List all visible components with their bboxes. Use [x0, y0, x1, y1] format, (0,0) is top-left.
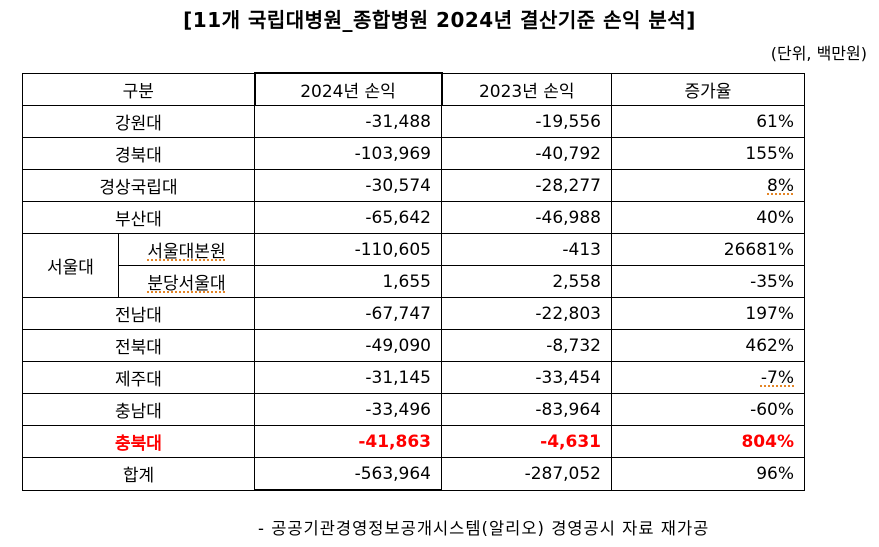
profit-2024: -49,090: [254, 329, 442, 362]
profit-loss-table: 구분 2024년 손익 2023년 손익 증가율 강원대 -31,488 -19…: [22, 72, 805, 491]
profit-2023: 2,558: [441, 265, 612, 298]
profit-2024-total: -563,964: [254, 457, 442, 491]
hospital-name: 전남대: [22, 297, 255, 330]
profit-2023: -46,988: [441, 201, 612, 234]
profit-2024: -65,642: [254, 201, 442, 234]
table-header-row: 구분 2024년 손익 2023년 손익 증가율: [22, 72, 805, 106]
hospital-name: 전북대: [22, 329, 255, 362]
hospital-name: 분당서울대: [147, 274, 226, 294]
growth-rate: -60%: [611, 393, 805, 426]
growth-rate: 804%: [611, 425, 805, 458]
table-row: 제주대 -31,145 -33,454 -7%: [22, 361, 805, 394]
table-row: 부산대 -65,642 -46,988 40%: [22, 201, 805, 234]
profit-2023: -33,454: [441, 361, 612, 394]
unit-label: (단위, 백만원): [770, 44, 867, 63]
profit-2024: -31,145: [254, 361, 442, 394]
source-note: - 공공기관경영정보공개시스템(알리오) 경영공시 자료 재가공: [258, 519, 710, 538]
growth-rate: 197%: [611, 297, 805, 330]
hospital-name: 부산대: [22, 201, 255, 234]
group-label-seoul: 서울대: [22, 233, 119, 298]
growth-rate: 26681%: [611, 233, 805, 266]
table-row: 강원대 -31,488 -19,556 61%: [22, 105, 805, 138]
table-row: 경북대 -103,969 -40,792 155%: [22, 137, 805, 170]
profit-2023: -413: [441, 233, 612, 266]
profit-2024: 1,655: [254, 265, 442, 298]
table-row: 서울대 서울대본원 -110,605 -413 26681%: [22, 233, 805, 298]
profit-2023: -8,732: [441, 329, 612, 362]
growth-rate: 40%: [611, 201, 805, 234]
hospital-name: 강원대: [22, 105, 255, 138]
hospital-name: 경상국립대: [22, 169, 255, 202]
profit-2023: -83,964: [441, 393, 612, 426]
table-row: 분당서울대 1,655 2,558 -35%: [23, 265, 805, 298]
profit-2023-total: -287,052: [441, 457, 612, 491]
profit-2023: -22,803: [441, 297, 612, 330]
profit-2024: -103,969: [254, 137, 442, 170]
profit-2024: -30,574: [254, 169, 442, 202]
growth-rate: -7%: [760, 367, 794, 388]
table-row-highlighted: 충북대 -41,863 -4,631 804%: [22, 425, 805, 458]
hospital-name: 서울대본원: [147, 242, 226, 262]
header-profit-2023: 2023년 손익: [441, 72, 612, 106]
growth-rate: 61%: [611, 105, 805, 138]
profit-2023: -28,277: [441, 169, 612, 202]
table-row: 전남대 -67,747 -22,803 197%: [22, 297, 805, 330]
hospital-name: 충북대: [22, 425, 255, 458]
header-category: 구분: [22, 72, 255, 106]
header-profit-2024: 2024년 손익: [253, 72, 443, 106]
growth-rate-total: 96%: [611, 457, 805, 491]
hospital-name: 경북대: [22, 137, 255, 170]
total-label: 합계: [22, 457, 255, 491]
profit-2024: -33,496: [254, 393, 442, 426]
table-row: 충남대 -33,496 -83,964 -60%: [22, 393, 805, 426]
growth-rate: -35%: [611, 265, 805, 298]
hospital-name: 충남대: [22, 393, 255, 426]
profit-2024: -110,605: [254, 233, 442, 266]
table-row-total: 합계 -563,964 -287,052 96%: [22, 457, 805, 491]
profit-2023: -19,556: [441, 105, 612, 138]
profit-2023: -4,631: [441, 425, 612, 458]
table-row: 전북대 -49,090 -8,732 462%: [22, 329, 805, 362]
hospital-name: 제주대: [22, 361, 255, 394]
header-growth-rate: 증가율: [611, 72, 805, 106]
table-row: 경상국립대 -30,574 -28,277 8%: [22, 169, 805, 202]
profit-2024: -41,863: [254, 425, 442, 458]
growth-rate: 155%: [611, 137, 805, 170]
growth-rate: 8%: [767, 175, 794, 196]
growth-rate: 462%: [611, 329, 805, 362]
report-title: [11개 국립대병원_종합병원 2024년 결산기준 손익 분석]: [183, 8, 696, 32]
profit-2023: -40,792: [441, 137, 612, 170]
profit-2024: -67,747: [254, 297, 442, 330]
profit-2024: -31,488: [254, 105, 442, 138]
